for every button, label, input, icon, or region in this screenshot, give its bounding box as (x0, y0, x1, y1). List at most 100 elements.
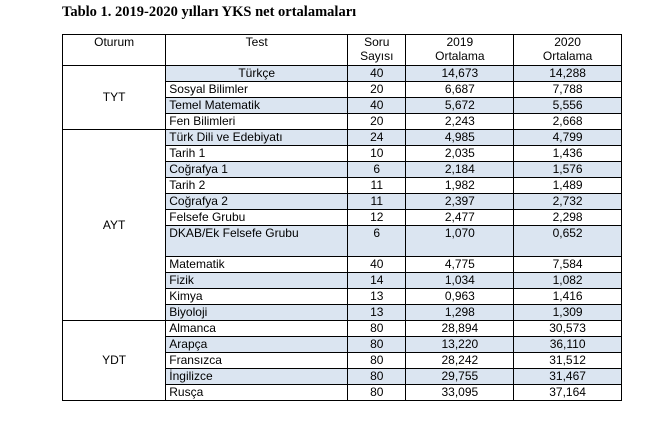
average-2020-cell: 1,489 (513, 177, 622, 194)
average-2020-cell: 37,164 (513, 384, 622, 401)
average-2019-cell: 2,397 (405, 193, 515, 210)
table-row: Biyoloji 13 1,298 1,309 (63, 304, 622, 321)
average-2019-cell: 28,242 (405, 352, 515, 369)
average-2020-cell: 14,288 (513, 65, 622, 82)
test-name-cell: Temel Matematik (165, 97, 349, 114)
table-row: Tarih 1 10 2,035 1,436 (63, 145, 622, 162)
question-count-cell: 20 (347, 113, 407, 130)
table-caption: Tablo 1. 2019-2020 yılları YKS net ortal… (62, 4, 357, 20)
header-2019-line2: Ortalama (435, 49, 485, 63)
question-count-cell: 6 (347, 161, 407, 178)
average-2019-cell: 4,775 (405, 256, 515, 273)
average-2019-cell: 2,243 (405, 113, 515, 130)
question-count-cell: 40 (347, 97, 407, 114)
question-count-cell: 80 (347, 320, 407, 337)
header-soru-line2: Sayısı (360, 49, 394, 63)
question-count-cell: 80 (347, 368, 407, 385)
average-2020-cell: 31,512 (513, 352, 622, 369)
test-name-cell: Felsefe Grubu (165, 209, 349, 226)
test-name-cell: DKAB/Ek Felsefe Grubu (165, 225, 349, 257)
average-2020-cell: 2,668 (513, 113, 622, 130)
average-2020-cell: 36,110 (513, 336, 622, 353)
average-2019-cell: 2,184 (405, 161, 515, 178)
question-count-cell: 13 (347, 288, 407, 305)
header-2020: 2020 Ortalama (513, 34, 622, 66)
group-cell-tyt: TYT (61, 65, 167, 130)
test-name-cell: Almanca (165, 320, 349, 337)
average-2020-cell: 5,556 (513, 97, 622, 114)
average-2020-cell: 4,799 (513, 129, 622, 146)
test-name-cell: Sosyal Bilimler (165, 81, 349, 98)
table-row: Coğrafya 1 6 2,184 1,576 (63, 161, 622, 178)
table-row: Rusça 80 33,095 37,164 (63, 384, 622, 401)
average-2019-cell: 6,687 (405, 81, 515, 98)
test-name-cell: Türkçe (165, 65, 349, 82)
average-2019-cell: 5,672 (405, 97, 515, 114)
question-count-cell: 14 (347, 272, 407, 289)
test-name-cell: Fizik (165, 272, 349, 289)
table-row: Fransızca 80 28,242 31,512 (63, 352, 622, 369)
question-count-cell: 80 (347, 384, 407, 401)
question-count-cell: 40 (347, 256, 407, 273)
question-count-cell: 10 (347, 145, 407, 162)
header-oturum: Oturum (61, 34, 167, 66)
test-name-cell: Fen Bilimleri (165, 113, 349, 130)
group-cell-ydt: YDT (61, 320, 167, 401)
table-row: Felsefe Grubu 12 2,477 2,298 (63, 209, 622, 226)
average-2019-cell: 1,070 (405, 225, 515, 257)
average-2019-cell: 28,894 (405, 320, 515, 337)
average-2020-cell: 1,309 (513, 304, 622, 321)
table-row: Fizik 14 1,034 1,082 (63, 272, 622, 289)
table-row: Temel Matematik 40 5,672 5,556 (63, 97, 622, 114)
header-soru-line1: Soru (364, 35, 390, 49)
test-name-cell: İngilizce (165, 368, 349, 385)
header-2020-line1: 2020 (554, 35, 581, 49)
average-2020-cell: 7,584 (513, 256, 622, 273)
average-2020-cell: 2,732 (513, 193, 622, 210)
average-2019-cell: 2,035 (405, 145, 515, 162)
test-name-cell: Türk Dili ve Edebiyatı (165, 129, 349, 146)
table-row: Kimya 13 0,963 1,416 (63, 288, 622, 305)
average-2019-cell: 14,673 (405, 65, 515, 82)
average-2019-cell: 29,755 (405, 368, 515, 385)
question-count-cell: 80 (347, 352, 407, 369)
test-name-cell: Coğrafya 1 (165, 161, 349, 178)
question-count-cell: 20 (347, 81, 407, 98)
test-name-cell: Matematik (165, 256, 349, 273)
average-2020-cell: 2,298 (513, 209, 622, 226)
table-row: Matematik 40 4,775 7,584 (63, 256, 622, 273)
question-count-cell: 13 (347, 304, 407, 321)
test-name-cell: Arapça (165, 336, 349, 353)
yks-table: Oturum Test Soru Sayısı 2019 Ortalama 20… (61, 34, 622, 401)
table-row: AYT Türk Dili ve Edebiyatı 24 4,985 4,799 (61, 129, 622, 321)
group-cell-ayt: AYT (61, 129, 167, 321)
test-name-cell: Fransızca (165, 352, 349, 369)
average-2019-cell: 33,095 (405, 384, 515, 401)
test-name-cell: Tarih 2 (165, 177, 349, 194)
test-name-cell: Rusça (165, 384, 349, 401)
table-row: Coğrafya 2 11 2,397 2,732 (63, 193, 622, 210)
average-2019-cell: 1,298 (405, 304, 515, 321)
average-2019-cell: 1,034 (405, 272, 515, 289)
average-2020-cell: 1,436 (513, 145, 622, 162)
header-2020-line2: Ortalama (542, 49, 593, 63)
average-2020-cell: 1,576 (513, 161, 622, 178)
table-row: TYT Türkçe 40 14,673 14,288 (61, 65, 622, 130)
average-2019-cell: 2,477 (405, 209, 515, 226)
average-2020-cell: 1,082 (513, 272, 622, 289)
test-name-cell: Kimya (165, 288, 349, 305)
average-2020-cell: 1,416 (513, 288, 622, 305)
header-test: Test (165, 34, 349, 66)
question-count-cell: 40 (347, 65, 407, 82)
table-body: TYT Türkçe 40 14,673 14,288 Sosyal Bilimler 20… (61, 65, 622, 401)
header-row: Oturum Test Soru Sayısı 2019 Ortalama 20… (61, 34, 622, 66)
header-soru-sayisi: Soru Sayısı (347, 34, 407, 66)
average-2019-cell: 0,963 (405, 288, 515, 305)
average-2020-cell: 7,788 (513, 81, 622, 98)
test-name-cell: Coğrafya 2 (165, 193, 349, 210)
test-name-cell: Tarih 1 (165, 145, 349, 162)
question-count-cell: 11 (347, 193, 407, 210)
table-row: Tarih 2 11 1,982 1,489 (63, 177, 622, 194)
table-row: İngilizce 80 29,755 31,467 (63, 368, 622, 385)
question-count-cell: 12 (347, 209, 407, 226)
